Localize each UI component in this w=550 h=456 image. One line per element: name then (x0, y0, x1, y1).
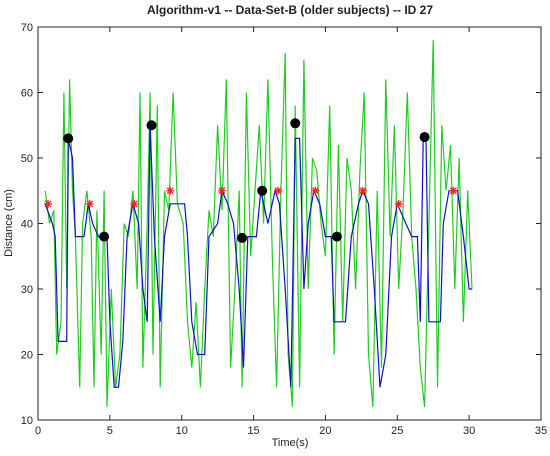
y-tick-label: 30 (21, 284, 33, 296)
x-tick-label: 15 (247, 425, 259, 437)
point-marker (63, 133, 74, 144)
series-line (44, 40, 473, 407)
star-marker (44, 199, 53, 208)
y-tick-label: 50 (21, 153, 33, 165)
y-tick-label: 10 (21, 415, 33, 427)
star-marker (449, 186, 458, 195)
y-tick-label: 40 (21, 219, 33, 231)
x-tick-label: 35 (535, 425, 547, 437)
series-line (44, 125, 472, 388)
x-tick-label: 5 (107, 425, 113, 437)
point-marker (290, 118, 301, 129)
x-tick-label: 10 (176, 425, 188, 437)
star-marker (358, 186, 367, 195)
chart-title: Algorithm-v1 -- Data-Set-B (older subjec… (147, 3, 433, 17)
y-tick-label: 20 (21, 350, 33, 362)
point-marker (99, 231, 110, 242)
x-tick-label: 30 (463, 425, 475, 437)
x-axis-label: Time(s) (272, 437, 309, 449)
star-marker (130, 199, 139, 208)
point-marker (237, 232, 248, 243)
point-marker (146, 120, 157, 131)
point-marker (257, 185, 268, 196)
y-axis-label: Distance (cm) (3, 189, 15, 257)
star-marker (394, 199, 403, 208)
point-marker (331, 231, 342, 242)
x-tick-label: 20 (319, 425, 331, 437)
star-marker (311, 186, 320, 195)
y-tick-label: 70 (21, 22, 33, 34)
x-tick-label: 25 (391, 425, 403, 437)
star-marker (217, 186, 226, 195)
star-marker (85, 199, 94, 208)
y-tick-label: 60 (21, 88, 33, 100)
star-marker (166, 186, 175, 195)
star-marker (274, 186, 283, 195)
plot-frame (37, 26, 542, 421)
x-tick-label: 0 (35, 425, 41, 437)
point-marker (419, 132, 430, 143)
